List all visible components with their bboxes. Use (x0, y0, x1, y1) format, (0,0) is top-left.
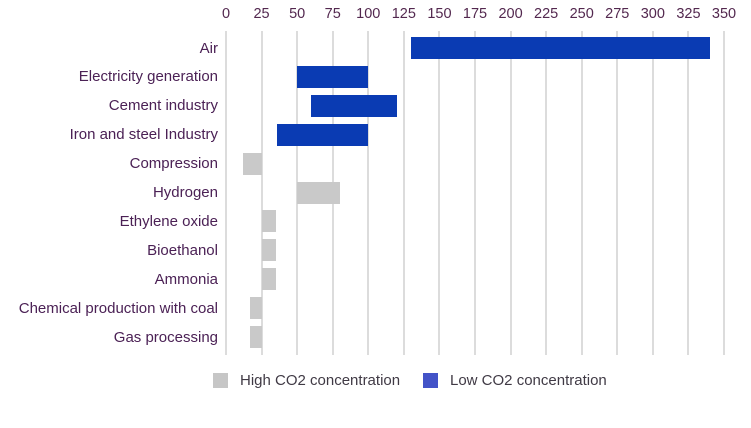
x-tick-label-225: 225 (534, 6, 559, 22)
category-label-4: Compression (129, 155, 218, 173)
x-tick-label-0: 0 (221, 6, 231, 22)
category-label-7: Bioethanol (147, 241, 218, 259)
legend-swatch-high-co2 (213, 372, 228, 388)
gridline-125 (402, 31, 405, 355)
gridline-150 (438, 31, 441, 355)
bar-chemical-production-with-coal (250, 297, 262, 320)
gridline-250 (580, 31, 583, 355)
x-tick-label-175: 175 (462, 6, 488, 22)
gridline-200 (509, 31, 512, 355)
bar-ammonia (261, 268, 276, 291)
gridline-25 (260, 31, 263, 355)
category-label-8: Ammonia (154, 270, 218, 288)
gridline-275 (616, 31, 619, 355)
x-tick-label-150: 150 (427, 6, 452, 22)
bar-electricity-generation (297, 65, 369, 88)
x-tick-label-325: 325 (676, 6, 701, 22)
x-tick-label-25: 25 (253, 6, 270, 22)
category-label-2: Cement industry (108, 97, 218, 115)
x-tick-label-200: 200 (498, 6, 523, 22)
category-label-9: Chemical production with coal (18, 299, 218, 317)
gridline-325 (687, 31, 690, 355)
legend-item-high-co2: High CO2 concentration (213, 371, 400, 389)
x-tick-label-275: 275 (605, 6, 630, 22)
x-tick-label-300: 300 (640, 6, 665, 22)
x-tick-label-100: 100 (356, 6, 381, 22)
category-label-3: Iron and steel Industry (69, 126, 218, 144)
x-tick-label-350: 350 (711, 6, 737, 22)
category-label-1: Electricity generation (78, 68, 218, 86)
category-label-5: Hydrogen (152, 184, 218, 201)
bar-gas-processing (250, 326, 262, 348)
gridline-350 (723, 31, 725, 355)
x-tick-label-125: 125 (391, 6, 416, 22)
legend-label-low-co2: Low CO2 concentration (450, 371, 607, 389)
category-label-0: Air (199, 39, 218, 57)
legend-label-high-co2: High CO2 concentration (240, 371, 401, 389)
x-tick-label-50: 50 (289, 6, 306, 22)
category-label-6: Ethylene oxide (119, 212, 218, 230)
bar-cement-industry (311, 94, 397, 117)
legend-item-low-co2: Low CO2 concentration (423, 371, 607, 389)
bar-iron-and-steel-industry (277, 123, 369, 146)
gridline-175 (474, 31, 476, 355)
x-tick-label-250: 250 (569, 6, 594, 22)
bar-compression (243, 152, 262, 175)
legend-swatch-low-co2 (423, 372, 438, 388)
x-tick-label-75: 75 (324, 6, 341, 22)
bar-ethylene-oxide (261, 210, 276, 233)
gridline-300 (651, 31, 654, 355)
bar-bioethanol (261, 239, 276, 262)
bar-hydrogen (297, 181, 340, 204)
bar-air (410, 37, 710, 59)
category-label-10: Gas processing (113, 328, 218, 346)
gridline-225 (545, 31, 548, 355)
gridline-0 (225, 31, 227, 355)
gridline-100 (367, 31, 370, 355)
